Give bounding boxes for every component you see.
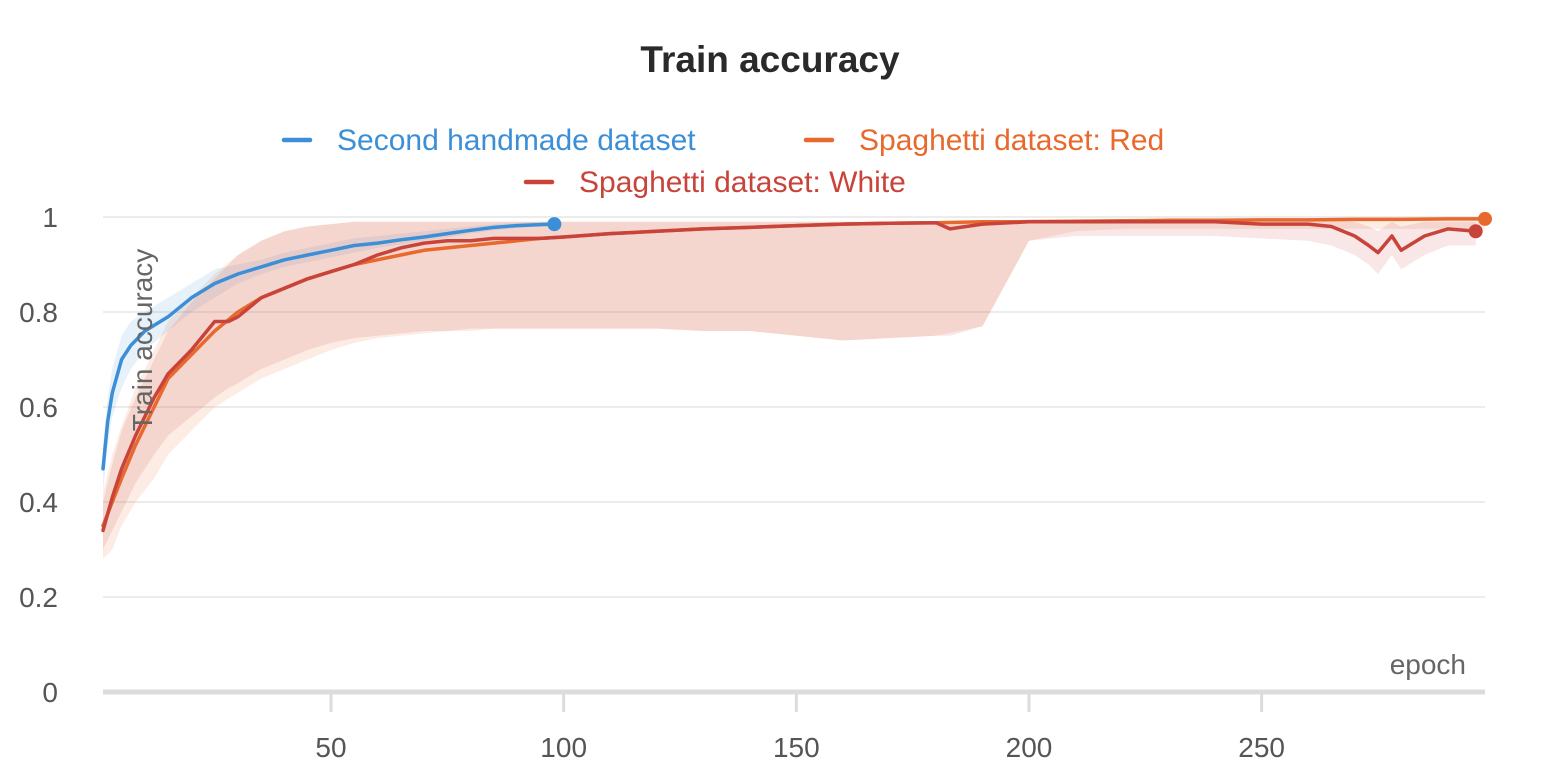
y-tick-label: 0.4 bbox=[19, 487, 58, 518]
x-axis-title: epoch bbox=[1390, 649, 1466, 680]
x-tick-label: 50 bbox=[315, 732, 346, 763]
confidence-band bbox=[103, 219, 1476, 550]
series-endpoints bbox=[547, 211, 1492, 239]
chart-title: Train accuracy bbox=[640, 39, 900, 80]
grid bbox=[103, 216, 1485, 598]
legend-item[interactable]: Spaghetti dataset: White bbox=[523, 166, 906, 199]
y-tick-label: 0.8 bbox=[19, 297, 58, 328]
y-tick-label: 0 bbox=[42, 677, 58, 708]
confidence-band bbox=[103, 219, 1485, 559]
series-line bbox=[101, 222, 557, 471]
series-line bbox=[101, 220, 1478, 533]
series-end-point bbox=[1478, 211, 1492, 226]
series-end-point bbox=[547, 217, 562, 232]
y-tick-label: 0.2 bbox=[19, 582, 58, 613]
confidence-band bbox=[103, 221, 555, 493]
y-axis: 0 0.2 0.4 0.6 0.8 1 bbox=[19, 202, 58, 708]
y-tick-label: 0.6 bbox=[19, 392, 58, 423]
y-axis-title: Train accuracy bbox=[127, 249, 158, 432]
y-tick-label: 1 bbox=[42, 202, 58, 233]
x-tick-label: 250 bbox=[1238, 732, 1285, 763]
legend-item[interactable]: Second handmade dataset bbox=[281, 124, 696, 157]
x-axis: 50 100 150 200 250 bbox=[103, 689, 1485, 763]
x-tick-label: 150 bbox=[773, 732, 820, 763]
series-end-point bbox=[1468, 224, 1483, 239]
legend-label: Spaghetti dataset: White bbox=[579, 166, 906, 199]
confidence-bands bbox=[103, 219, 1485, 559]
legend: Second handmade dataset Spaghetti dataset… bbox=[281, 124, 1164, 199]
legend-item[interactable]: Spaghetti dataset: Red bbox=[803, 124, 1164, 157]
x-tick-label: 200 bbox=[1006, 732, 1053, 763]
series-lines bbox=[101, 217, 1487, 533]
legend-label: Second handmade dataset bbox=[337, 124, 696, 157]
x-tick-label: 100 bbox=[540, 732, 587, 763]
legend-label: Spaghetti dataset: Red bbox=[859, 124, 1164, 157]
